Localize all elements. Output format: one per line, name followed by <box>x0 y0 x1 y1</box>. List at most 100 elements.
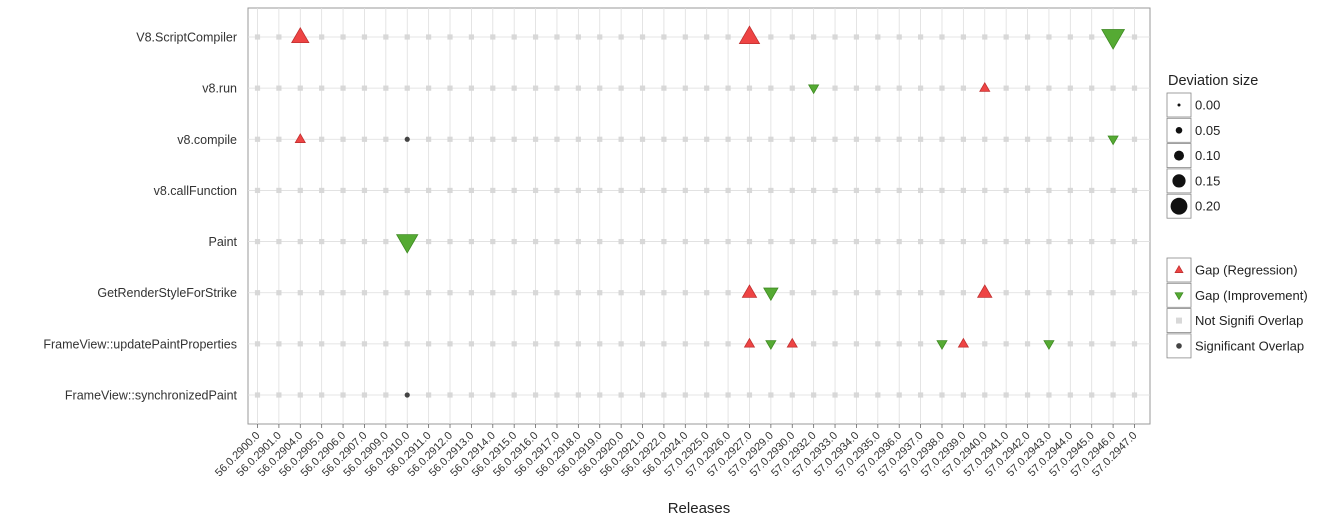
not-significant-marker <box>896 85 902 91</box>
not-significant-marker <box>361 136 368 142</box>
not-significant-marker <box>789 136 795 142</box>
not-significant-marker <box>1131 392 1138 398</box>
not-significant-marker <box>768 392 774 398</box>
type-legend-label: Gap (Improvement) <box>1195 288 1308 303</box>
not-significant-marker <box>682 290 688 296</box>
not-significant-marker <box>554 85 560 91</box>
not-significant-marker <box>704 136 710 142</box>
data-points <box>291 25 1126 398</box>
not-significant-marker <box>1067 187 1073 194</box>
not-significant-marker <box>661 290 667 296</box>
not-significant-marker <box>853 187 860 194</box>
not-significant-marker <box>426 187 432 194</box>
not-significant-marker <box>1131 85 1138 91</box>
not-significant-marker <box>832 34 838 40</box>
not-significant-marker <box>639 34 646 40</box>
not-significant-marker <box>811 341 817 347</box>
y-tick-label: V8.ScriptCompiler <box>136 31 237 45</box>
not-significant-marker <box>1046 238 1052 245</box>
not-significant-marker <box>960 238 966 245</box>
not-significant-marker <box>789 290 795 296</box>
y-tick-label: v8.callFunction <box>154 184 237 198</box>
not-significant-marker <box>704 290 710 296</box>
not-significant-marker <box>575 238 581 245</box>
not-significant-marker <box>853 290 860 296</box>
y-tick-label: GetRenderStyleForStrike <box>97 286 237 300</box>
not-significant-marker <box>254 187 261 194</box>
not-significant-marker <box>447 290 453 296</box>
regression-marker <box>738 25 761 45</box>
not-significant-marker <box>639 238 646 245</box>
not-significant-marker <box>575 392 581 398</box>
not-significant-marker <box>618 34 624 40</box>
not-significant-marker <box>319 290 325 296</box>
not-significant-marker <box>490 34 496 40</box>
not-significant-marker <box>490 238 496 245</box>
not-significant-marker <box>618 187 624 194</box>
not-significant-marker <box>832 85 838 91</box>
not-significant-marker <box>297 341 303 347</box>
not-significant-marker <box>661 187 667 194</box>
x-axis-labels: 56.0.2900.056.0.2901.056.0.2904.056.0.29… <box>213 424 1140 479</box>
not-significant-marker <box>361 392 368 398</box>
not-significant-marker <box>896 136 902 142</box>
improvement-marker <box>1043 340 1055 350</box>
not-significant-marker <box>426 290 432 296</box>
not-significant-marker <box>1089 136 1095 142</box>
grid-lines <box>248 8 1150 424</box>
not-significant-marker <box>383 85 389 91</box>
not-significant-marker <box>490 187 496 194</box>
not-significant-marker <box>896 341 902 347</box>
not-significant-marker <box>917 238 924 245</box>
y-tick-label: v8.compile <box>177 133 237 147</box>
not-significant-marker <box>875 290 881 296</box>
not-significant-marker <box>618 238 624 245</box>
not-significant-marker <box>1067 290 1073 296</box>
not-significant-marker <box>746 136 753 142</box>
not-significant-marker <box>875 136 881 142</box>
not-significant-marker <box>853 85 860 91</box>
not-significant-marker <box>254 85 261 91</box>
not-significant-marker <box>917 341 924 347</box>
not-significant-marker <box>1110 341 1116 347</box>
not-significant-marker <box>1110 238 1116 245</box>
not-significant-marker <box>682 34 688 40</box>
not-significant-marker <box>383 290 389 296</box>
not-significant-marker <box>276 187 282 194</box>
not-significant-marker <box>361 341 368 347</box>
not-significant-marker <box>340 136 346 142</box>
regression-marker <box>741 284 758 298</box>
not-significant-marker <box>832 238 838 245</box>
not-significant-marker <box>896 290 902 296</box>
not-significant-marker <box>960 136 966 142</box>
y-tick-label: FrameView::updatePaintProperties <box>43 337 237 351</box>
type-legend-label: Significant Overlap <box>1195 338 1304 353</box>
not-significant-marker <box>811 290 817 296</box>
type-legend: Gap (Regression) Gap (Improvement) Not Sig… <box>1166 257 1308 359</box>
not-significant-marker <box>896 392 902 398</box>
not-significant-marker <box>1131 238 1138 245</box>
not-significant-marker <box>875 392 881 398</box>
not-significant-marker <box>661 85 667 91</box>
improvement-marker <box>1101 29 1126 50</box>
not-significant-marker <box>426 85 432 91</box>
not-significant-marker <box>789 238 795 245</box>
not-significant-marker <box>661 238 667 245</box>
not-significant-marker <box>361 85 368 91</box>
not-significant-marker <box>960 392 966 398</box>
not-significant-marker <box>1089 85 1095 91</box>
not-significant-marker <box>1089 392 1095 398</box>
not-significant-marker <box>704 392 710 398</box>
not-significant-marker <box>725 341 731 347</box>
not-significant-marker <box>661 341 667 347</box>
not-significant-marker <box>1067 392 1073 398</box>
not-significant-marker <box>746 187 753 194</box>
not-significant-marker <box>1046 392 1052 398</box>
not-significant-marker <box>532 341 539 347</box>
not-significant-marker <box>426 34 432 40</box>
not-significant-marker <box>468 34 475 40</box>
not-significant-marker <box>725 136 731 142</box>
not-significant-marker <box>960 187 966 194</box>
not-significant-marker <box>319 85 325 91</box>
